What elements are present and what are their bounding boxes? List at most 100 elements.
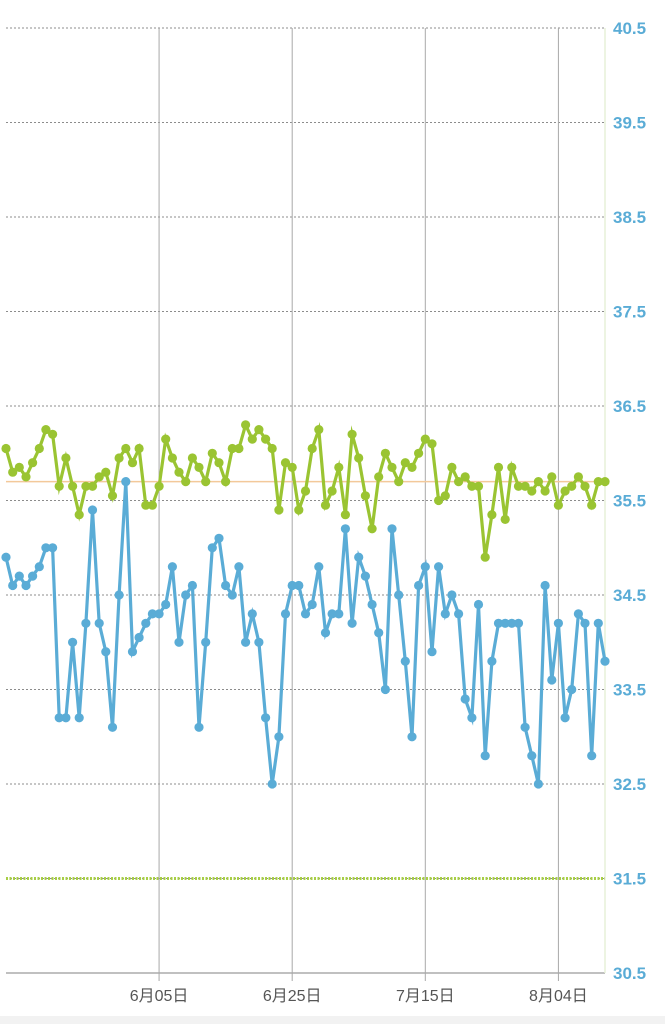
data-point — [320, 500, 331, 510]
data-point — [14, 462, 24, 472]
data-point — [460, 472, 470, 482]
data-point — [600, 477, 610, 487]
data-point — [121, 443, 131, 454]
data-point — [427, 439, 437, 449]
data-point — [127, 647, 138, 657]
data-point — [41, 425, 51, 435]
data-point — [500, 618, 510, 628]
data-point — [167, 562, 177, 572]
data-point — [347, 429, 357, 439]
data-point — [460, 694, 470, 704]
data-point — [14, 571, 24, 581]
data-point — [374, 628, 384, 638]
data-point — [560, 486, 570, 496]
data-point — [354, 453, 364, 463]
data-point — [427, 647, 437, 657]
data-point — [300, 609, 311, 619]
data-point — [513, 618, 524, 628]
data-point — [567, 481, 577, 491]
data-point — [27, 571, 38, 581]
data-point — [434, 495, 444, 506]
data-point — [407, 732, 417, 742]
data-point — [274, 732, 284, 742]
data-point — [560, 713, 570, 723]
y-tick-label: 36.5 — [613, 397, 646, 416]
data-point — [1, 552, 11, 562]
data-point — [493, 462, 504, 472]
data-point — [247, 434, 257, 444]
data-point — [467, 481, 477, 491]
data-point — [447, 462, 457, 472]
data-point — [587, 500, 597, 510]
data-point — [214, 458, 224, 468]
data-point — [387, 462, 397, 472]
data-point — [440, 609, 450, 619]
data-point — [54, 713, 64, 723]
data-point — [194, 462, 204, 472]
data-point — [34, 562, 44, 572]
x-tick-label: 6月25日 — [263, 988, 322, 1005]
data-point — [61, 453, 71, 463]
data-point — [68, 481, 78, 491]
data-point — [241, 637, 251, 647]
data-point — [81, 481, 91, 491]
data-point — [34, 443, 44, 454]
data-point — [274, 505, 284, 515]
data-point — [300, 486, 311, 496]
data-point — [161, 434, 171, 444]
data-point — [553, 500, 564, 510]
data-point — [547, 675, 557, 685]
data-point — [507, 618, 517, 628]
y-tick-label: 38.5 — [613, 208, 646, 227]
y-tick-label: 39.5 — [613, 114, 646, 133]
data-point — [367, 599, 377, 610]
data-point — [573, 472, 584, 482]
data-point — [61, 713, 71, 723]
y-tick-label: 35.5 — [613, 492, 646, 511]
data-point — [573, 609, 584, 619]
data-point — [507, 462, 517, 472]
data-point — [347, 618, 357, 628]
data-point — [227, 590, 237, 600]
data-point — [440, 491, 450, 501]
data-series — [1, 420, 610, 789]
data-point — [354, 552, 364, 562]
data-point — [221, 477, 231, 487]
data-point — [473, 481, 484, 491]
data-point — [221, 580, 231, 591]
data-point — [8, 580, 18, 591]
data-point — [540, 580, 550, 591]
y-tick-label: 37.5 — [613, 303, 646, 322]
data-point — [580, 618, 590, 628]
data-point — [21, 580, 31, 591]
data-point — [527, 486, 537, 496]
data-point — [500, 514, 510, 525]
data-point — [174, 467, 184, 477]
data-point — [493, 618, 504, 628]
data-point — [68, 637, 78, 647]
horizontal-gridlines — [6, 27, 606, 974]
data-point — [101, 647, 111, 657]
data-point — [340, 510, 350, 520]
data-point — [48, 543, 58, 553]
data-point — [94, 618, 104, 628]
data-point — [41, 543, 51, 553]
y-tick-label: 33.5 — [613, 681, 646, 700]
data-point — [280, 609, 291, 619]
data-point — [114, 590, 124, 600]
data-point — [327, 609, 337, 619]
data-point — [201, 477, 211, 487]
data-point — [201, 637, 211, 647]
data-point — [340, 524, 350, 534]
data-point — [234, 443, 244, 454]
data-point — [74, 510, 84, 520]
data-point — [8, 467, 18, 477]
y-tick-label: 32.5 — [613, 775, 646, 794]
data-point — [434, 562, 444, 572]
data-point — [254, 637, 264, 647]
data-point — [487, 656, 497, 666]
data-point — [447, 590, 457, 600]
data-point — [520, 722, 530, 732]
data-point — [593, 477, 603, 487]
